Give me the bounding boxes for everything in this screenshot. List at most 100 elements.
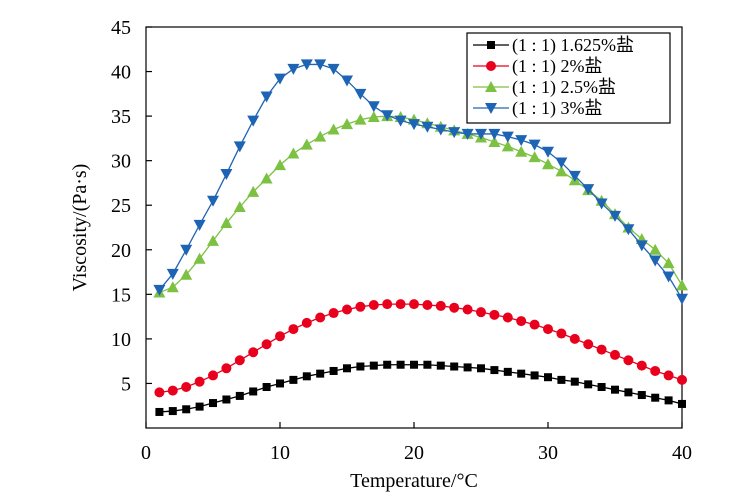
- data-point: [287, 63, 300, 75]
- series-line: [158, 63, 683, 300]
- x-tick-label: 10: [270, 442, 290, 464]
- data-point: [476, 307, 486, 318]
- data-point: [555, 157, 568, 169]
- data-point: [488, 135, 501, 147]
- data-point: [168, 407, 177, 416]
- data-point: [651, 393, 660, 402]
- data-point: [596, 344, 607, 355]
- data-point: [274, 159, 286, 171]
- data-point: [568, 170, 581, 182]
- data-point: [623, 355, 634, 366]
- data-point: [247, 185, 260, 197]
- data-point: [436, 361, 445, 370]
- legend-item: (1 : 1) 1.625%盐: [473, 35, 634, 56]
- data-point: [316, 369, 325, 378]
- data-point: [528, 151, 541, 163]
- data-point: [582, 184, 595, 196]
- data-point: [595, 198, 608, 210]
- data-point: [302, 372, 311, 381]
- data-point: [327, 123, 340, 135]
- data-point: [382, 299, 393, 310]
- data-point: [395, 299, 406, 310]
- data-point: [208, 370, 218, 381]
- data-point: [501, 140, 514, 152]
- y-tick-label: 25: [111, 195, 131, 217]
- data-point: [368, 300, 379, 311]
- data-point: [461, 128, 474, 140]
- data-point: [529, 319, 540, 330]
- data-point: [450, 362, 459, 371]
- data-point: [329, 366, 338, 375]
- data-point: [635, 240, 648, 252]
- data-point: [221, 363, 232, 374]
- data-point: [155, 407, 164, 416]
- data-point: [341, 75, 353, 87]
- data-point: [477, 364, 485, 373]
- data-point: [383, 360, 392, 369]
- data-point: [462, 304, 473, 315]
- data-point: [501, 131, 514, 143]
- data-point: [222, 395, 231, 404]
- data-point: [569, 333, 580, 344]
- y-axis-label: Viscosity/(Pa·s): [69, 164, 91, 292]
- data-point: [542, 146, 554, 158]
- data-point: [423, 360, 432, 369]
- data-point: [636, 360, 647, 371]
- series-1: [155, 360, 686, 416]
- legend-item: (1 : 1) 2.5%盐: [473, 77, 616, 98]
- data-point: [381, 110, 394, 122]
- series-line: [159, 303, 683, 393]
- data-point: [367, 101, 380, 113]
- data-point: [194, 376, 205, 387]
- data-point: [488, 128, 501, 140]
- data-point: [584, 380, 593, 389]
- data-point: [637, 391, 646, 400]
- data-point: [180, 268, 193, 280]
- data-point: [207, 195, 219, 207]
- series-line: [159, 364, 683, 413]
- data-point: [650, 365, 661, 376]
- data-point: [233, 141, 246, 153]
- data-point: [195, 402, 204, 411]
- data-point: [515, 135, 528, 147]
- legend-marker: [486, 61, 496, 71]
- legend-item: (1 : 1) 3%盐: [473, 98, 602, 119]
- data-point: [301, 317, 312, 328]
- data-point: [662, 257, 675, 269]
- data-point: [394, 115, 407, 127]
- data-point: [260, 91, 273, 103]
- data-point: [327, 63, 340, 75]
- data-point: [490, 366, 499, 375]
- data-point: [167, 385, 178, 396]
- data-point: [342, 304, 352, 315]
- data-point: [543, 324, 553, 335]
- data-point: [262, 383, 271, 392]
- data-point: [396, 360, 405, 369]
- data-point: [516, 316, 527, 327]
- data-point: [556, 328, 567, 339]
- data-point: [314, 59, 327, 71]
- data-point: [597, 383, 606, 392]
- y-tick-label: 5: [121, 373, 131, 395]
- data-point: [166, 268, 179, 280]
- data-point: [166, 281, 179, 293]
- data-point: [354, 88, 367, 100]
- data-point: [233, 201, 246, 213]
- legend-label: (1 : 1) 1.625%盐: [512, 35, 634, 56]
- data-point: [517, 369, 526, 378]
- data-point: [408, 119, 420, 131]
- data-point: [557, 375, 566, 384]
- x-axis-label: Temperature/°C: [350, 470, 478, 492]
- legend-item: (1 : 1) 2%盐: [473, 56, 602, 77]
- data-point: [274, 73, 286, 85]
- data-point: [182, 405, 191, 414]
- data-point: [649, 243, 662, 255]
- data-point: [649, 255, 662, 267]
- data-point: [209, 399, 217, 408]
- data-point: [354, 113, 367, 125]
- y-tick-label: 15: [111, 284, 131, 306]
- data-point: [207, 234, 219, 246]
- series-2: [154, 299, 687, 398]
- data-point: [367, 111, 380, 123]
